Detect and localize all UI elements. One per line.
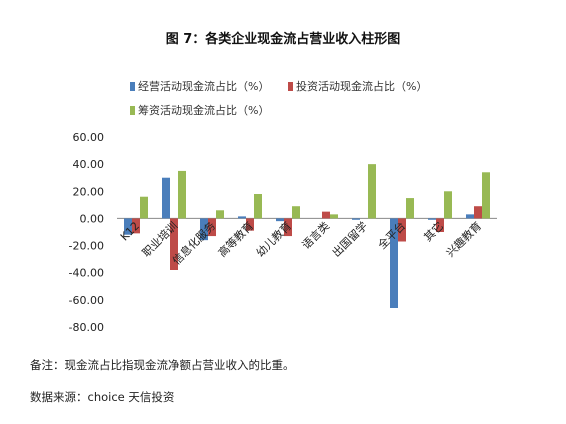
y-tick-label: -20.00 [69,240,104,253]
y-tick-label: 0.00 [80,212,105,225]
bar [428,218,436,220]
x-tick-label: 兴趣教育 [443,219,484,260]
y-tick-label: -60.00 [69,294,104,307]
y-tick-label: 60.00 [73,131,105,144]
bar [474,206,482,219]
bar [292,206,300,219]
x-tick-label: 语言类 [299,219,332,252]
legend-swatch [130,82,135,91]
legend-label: 投资活动现金流占比（%） [296,79,427,93]
bar [390,218,398,308]
bar [132,218,140,234]
bar [140,196,148,219]
bar [322,211,330,219]
footnote: 备注：现金流占比指现金流净额占营业收入的比重。 [30,358,295,372]
x-tick-label: 出国留学 [329,219,370,260]
chart-title: 图 7：各类企业现金流占营业收入柱形图 [165,32,401,47]
bar [398,218,406,242]
legend-label: 筹资活动现金流占比（%） [138,103,269,117]
bar [330,214,338,219]
bar [124,218,132,235]
y-tick-label: -40.00 [69,267,104,280]
y-tick-label: 20.00 [73,185,105,198]
bar [200,218,208,241]
bar [406,198,414,219]
bar [238,216,246,219]
bar [352,218,360,220]
bar [246,218,254,231]
legend-label: 经营活动现金流占比（%） [138,79,269,93]
bar [216,210,224,219]
bar [170,218,178,270]
source-note: 数据来源：choice 天信投资 [30,390,175,404]
bar [276,218,284,222]
bar [436,218,444,232]
bar [178,170,186,219]
bar [162,177,170,219]
legend-swatch [288,82,293,91]
y-tick-label: 40.00 [73,158,105,171]
bar [368,164,376,219]
bar [208,218,216,237]
x-tick-label: 高等教育 [215,219,256,260]
legend-swatch [130,106,135,115]
bar [466,214,474,219]
y-tick-label: -80.00 [69,321,104,334]
bar [444,191,452,219]
bar [284,218,292,237]
bars [124,164,490,308]
x-tick-label: 幼儿教育 [253,219,294,260]
bar [254,194,262,219]
bar [482,172,490,219]
legend: 经营活动现金流占比（%） 投资活动现金流占比（%） 筹资活动现金流占比（%） [130,79,427,117]
